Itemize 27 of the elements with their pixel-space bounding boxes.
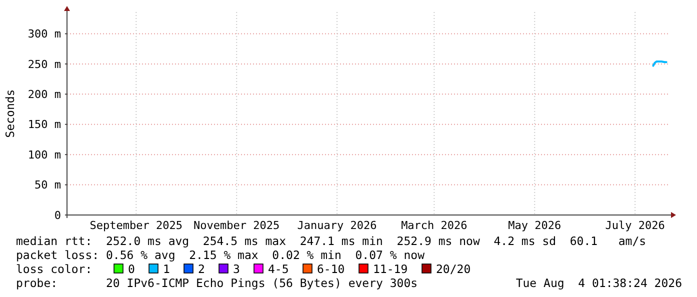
y-tick-label: 0 [54,208,61,222]
legend-label: 3 [233,262,240,276]
y-axis-title: Seconds [3,89,17,138]
text: packet loss: 0.56 % avg 2.15 % max 0.02 % min 0.07 % now [16,248,425,262]
legend-label: 2 [198,262,205,276]
x-tick-label: January 2026 [297,219,377,232]
text: median rtt: 252.0 ms avg 254.5 ms max 247.1 ms min 252.9 ms now 4.2 ms sd 60.1 am/s [16,234,646,248]
x-tick-label: November 2025 [194,219,280,232]
legend-label: 6-10 [317,262,345,276]
y-tick-label: 150 m [28,118,62,132]
x-tick-label: July 2026 [605,219,665,232]
legend-label: 11-19 [373,262,408,276]
y-tick-label: 250 m [28,58,62,71]
y-tick-label: 200 m [28,88,62,102]
y-tick-label: 50 m [34,178,62,192]
legend-label: 20/20 [436,262,471,276]
x-tick-label: March 2026 [401,219,468,232]
y-tick-label: 300 m [28,28,62,41]
legend-label: 4-5 [268,262,289,276]
x-tick-label: May 2026 [508,219,562,232]
x-tick-label: September 2025 [90,219,183,232]
text: probe: 20 IPv6-ICMP Echo Pings (56 Bytes) every 300s [16,276,418,290]
legend-label: 0 [128,262,135,276]
text: Tue Aug 4 01:38:24 2026 [516,276,682,290]
legend-title: loss color: [16,262,92,276]
y-tick-label: 100 m [28,148,62,162]
legend-label: 1 [163,262,170,276]
